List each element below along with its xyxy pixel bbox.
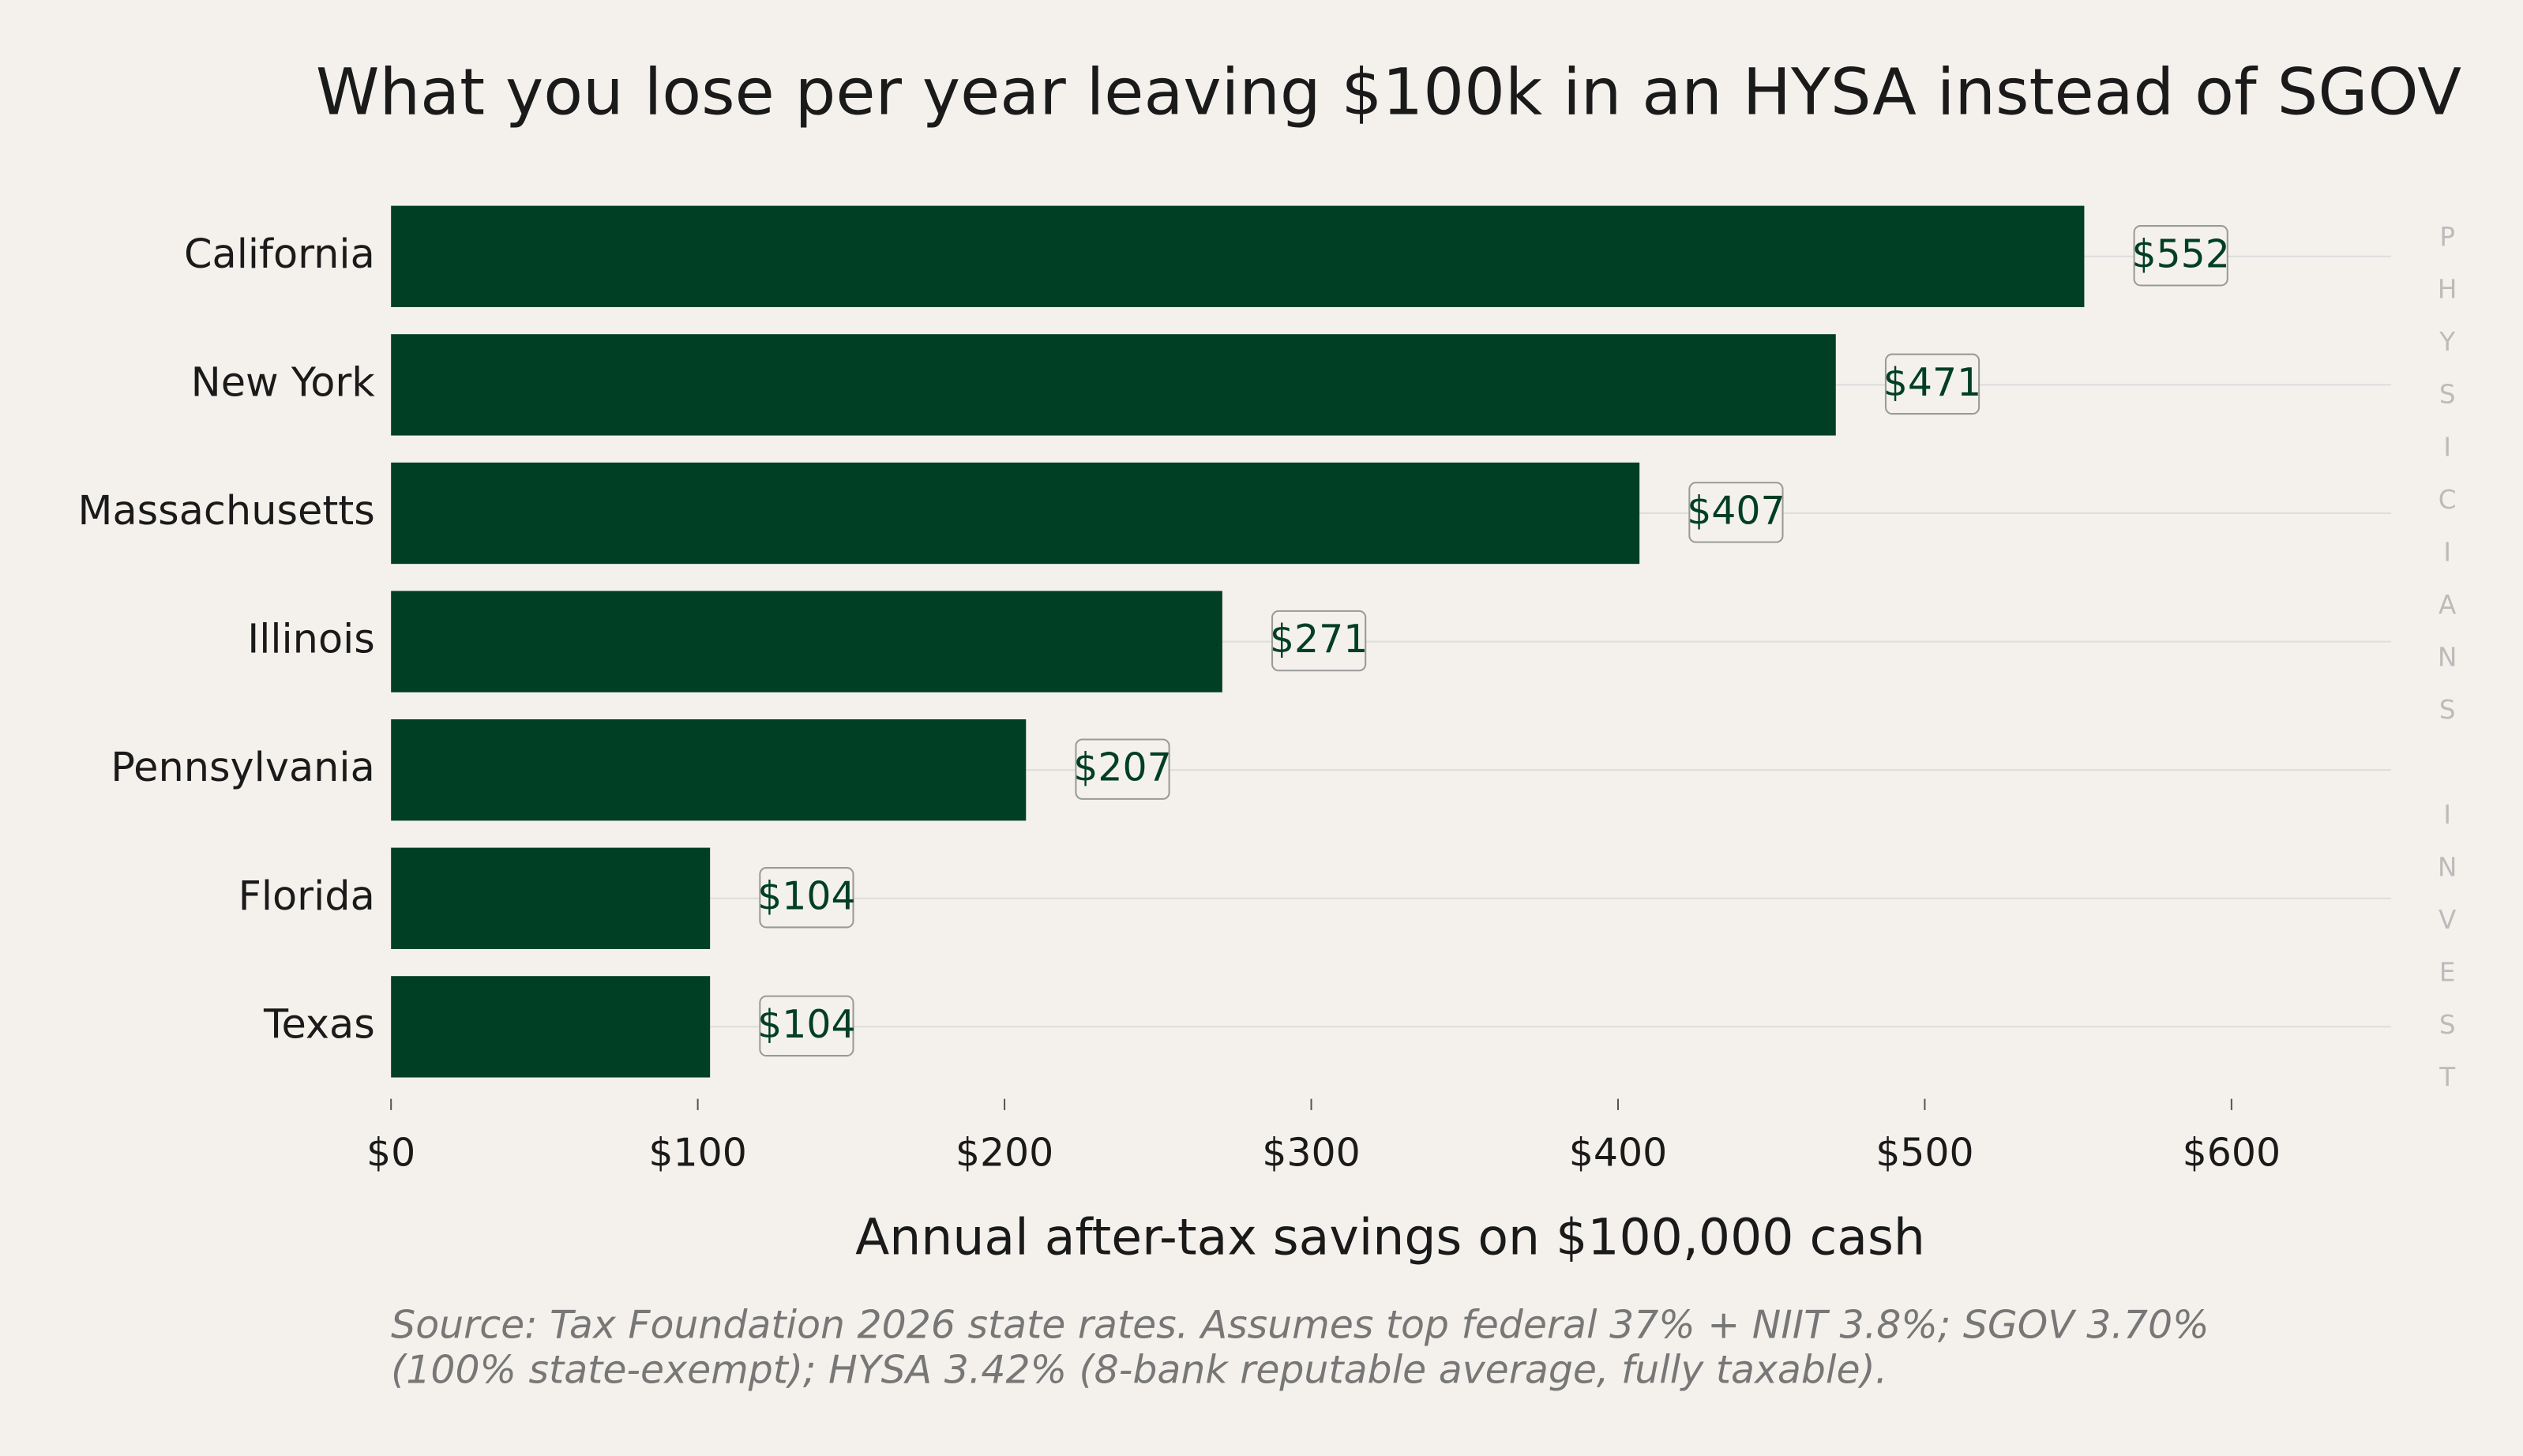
x-axis-label: Annual after-tax savings on $100,000 cas… [855,1208,1925,1266]
x-tick-label: $500 [1875,1130,1973,1175]
bar [391,976,711,1078]
y-tick-label: Illinois [247,617,375,663]
value-label: $407 [1687,488,1785,533]
x-tick-label: $0 [366,1130,415,1175]
x-tick-label: $100 [648,1130,746,1175]
value-label-box [759,867,854,929]
y-tick-label: Texas [263,1001,375,1048]
value-label-box [759,995,854,1057]
x-tick-label: $600 [2183,1130,2281,1175]
value-label-box [1884,353,1980,415]
x-tick-label: $200 [956,1130,1053,1175]
value-label: $271 [1270,617,1368,662]
y-tick-label: Florida [238,873,375,920]
y-tick-label: Massachusetts [78,488,375,535]
value-label-box [1271,610,1367,672]
bar [391,719,1027,821]
footnote: (100% state-exempt); HYSA 3.42% (8-bank … [391,1348,1887,1393]
y-tick-label: California [184,231,375,278]
x-tick-label: $300 [1262,1130,1360,1175]
value-label: $471 [1883,360,1981,405]
bar [391,591,1222,692]
bar [391,334,1836,436]
value-label: $104 [757,1002,855,1047]
value-label: $552 [2131,231,2229,276]
value-label: $104 [757,873,855,918]
watermark: PHYSICIANS INVEST [2432,222,2462,1115]
value-label-box [1075,738,1170,800]
y-tick-label: Pennsylvania [111,745,375,791]
value-label: $207 [1073,745,1171,790]
bar [391,462,1640,565]
footnote: Source: Tax Foundation 2026 state rates.… [391,1302,2209,1347]
bar [391,205,2085,307]
y-tick-label: New York [191,359,376,406]
value-label-box [2133,225,2228,287]
value-label-box [1688,482,1784,543]
x-tick-label: $400 [1569,1130,1667,1175]
bar [391,847,711,949]
chart-title: What you lose per year leaving $100k in … [316,55,2461,130]
